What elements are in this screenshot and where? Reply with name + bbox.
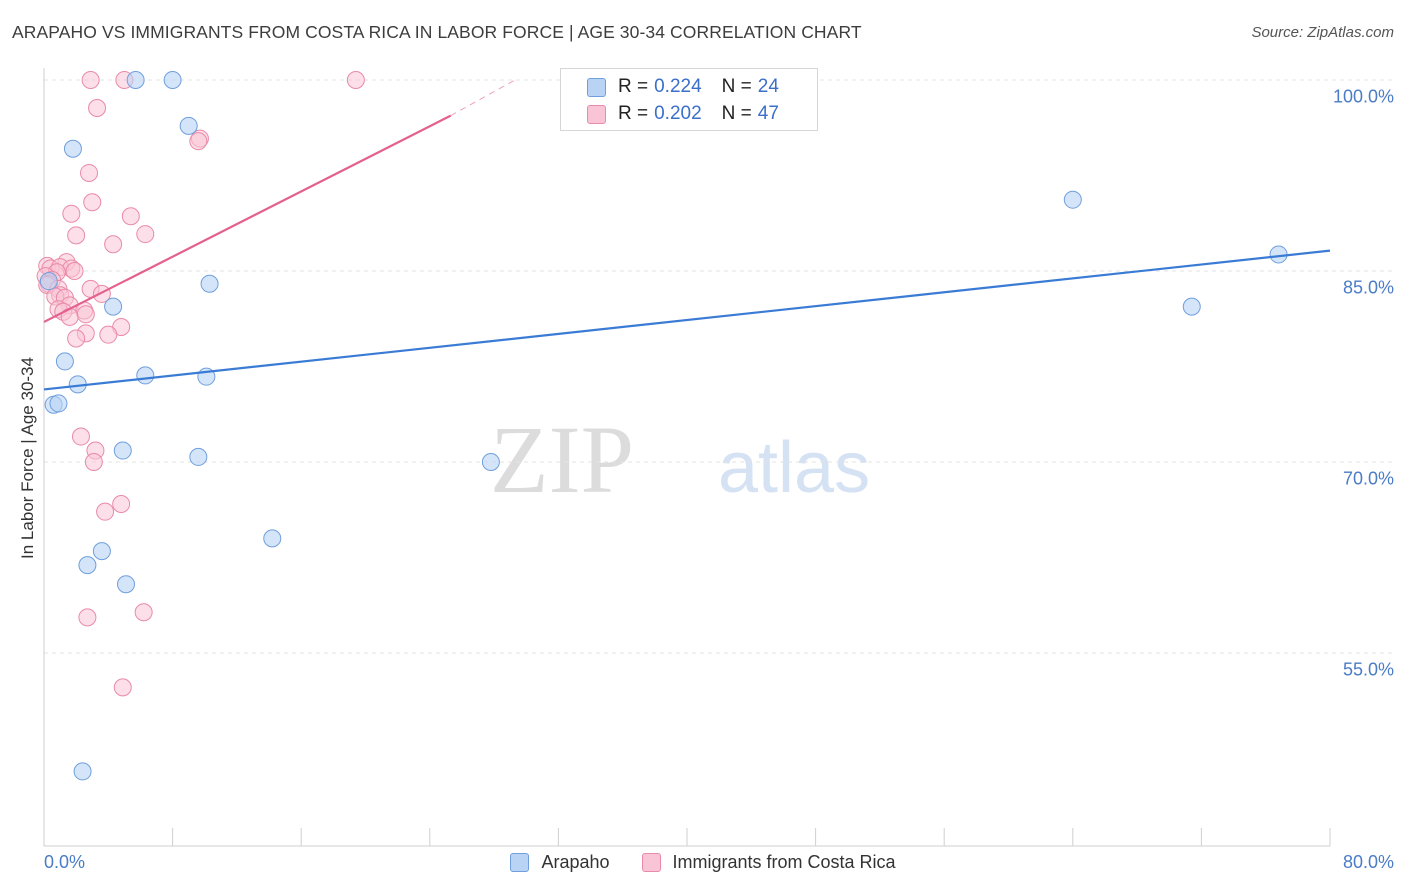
legend-n-value: 47 (757, 103, 779, 124)
data-point-costa-rica (67, 329, 86, 348)
data-point-arapaho (113, 441, 132, 460)
y-tick-label: 55.0% (1342, 659, 1394, 680)
trend-line-costa-rica (43, 114, 452, 323)
data-point-costa-rica (104, 235, 123, 254)
legend-label-arapaho: Arapaho (541, 852, 610, 872)
legend-n-value: 24 (757, 76, 779, 97)
data-point-costa-rica (121, 207, 140, 226)
data-point-costa-rica (65, 262, 84, 280)
data-point-arapaho (136, 366, 155, 385)
legend-swatch-arapaho (587, 77, 606, 97)
data-point-arapaho (92, 542, 111, 561)
data-point-arapaho (49, 394, 68, 413)
data-point-costa-rica (88, 99, 107, 118)
data-point-costa-rica (134, 603, 153, 622)
legend-row-arapaho: R = 0.224 N = 24 (587, 75, 779, 99)
data-point-arapaho (179, 116, 198, 135)
grid-lines (44, 79, 1392, 654)
watermark-atlas: atlas (718, 428, 870, 508)
chart-title: ARAPAHO VS IMMIGRANTS FROM COSTA RICA IN… (12, 22, 862, 42)
legend-label-costa-rica: Immigrants from Costa Rica (672, 852, 896, 872)
data-point-costa-rica (99, 325, 118, 344)
x-tick-label-max: 80.0% (1342, 852, 1394, 872)
data-point-costa-rica (189, 132, 208, 151)
data-point-costa-rica (78, 608, 97, 627)
data-point-costa-rica (67, 226, 86, 245)
data-point-arapaho (189, 447, 208, 466)
legend-r-label: R = (618, 76, 649, 97)
data-point-costa-rica (62, 204, 81, 223)
data-point-costa-rica (84, 453, 103, 471)
data-point-arapaho (200, 274, 219, 293)
series-arapaho-points (39, 71, 1288, 781)
data-point-costa-rica (76, 305, 95, 324)
watermark-zip: ZIP (490, 406, 634, 513)
legend-item-arapaho[interactable]: Arapaho (510, 852, 610, 873)
watermark: ZIP atlas (490, 406, 870, 513)
data-point-costa-rica (136, 225, 155, 244)
legend-r-value: 0.224 (654, 76, 702, 97)
y-tick-label: 70.0% (1342, 468, 1394, 489)
data-point-arapaho (55, 352, 74, 371)
legend-r-label: R = (618, 103, 649, 124)
legend-row-costa-rica: R = 0.202 N = 47 (587, 102, 779, 126)
legend-swatch-costa-rica (641, 853, 661, 872)
y-tick-label: 85.0% (1342, 277, 1394, 298)
legend-n-label: N = (721, 76, 752, 97)
source-label: Source: ZipAtlas.com (1251, 24, 1394, 41)
data-point-arapaho (481, 453, 500, 471)
data-point-costa-rica (112, 495, 131, 514)
legend-n-label: N = (721, 103, 752, 124)
data-point-arapaho (1182, 297, 1201, 316)
data-point-costa-rica (81, 71, 100, 89)
trend-line-arapaho (43, 249, 1331, 391)
data-point-arapaho (63, 139, 82, 158)
data-point-arapaho (73, 762, 92, 781)
legend-swatch-arapaho (510, 853, 530, 872)
data-point-arapaho (126, 71, 145, 89)
data-point-arapaho (78, 556, 97, 575)
data-point-costa-rica (346, 71, 365, 89)
data-point-arapaho (116, 575, 135, 594)
data-point-arapaho (1063, 190, 1082, 209)
axes (43, 68, 1331, 847)
data-point-arapaho (163, 71, 182, 89)
legend-r-value: 0.202 (654, 103, 702, 124)
trend-line-costa-rica-extension (450, 79, 516, 117)
x-tick-label-min: 0.0% (44, 852, 86, 872)
data-point-costa-rica (96, 502, 115, 521)
y-tick-label: 100.0% (1332, 86, 1394, 107)
data-point-arapaho (39, 272, 58, 291)
data-point-costa-rica (71, 427, 90, 446)
series-legend: Arapaho Immigrants from Costa Rica (0, 852, 1406, 873)
data-point-costa-rica (113, 678, 132, 697)
legend-swatch-costa-rica (587, 104, 606, 124)
trend-lines (43, 79, 1331, 391)
data-point-costa-rica (80, 163, 99, 182)
data-point-costa-rica (83, 193, 102, 212)
data-point-arapaho (104, 297, 123, 316)
legend-item-costa-rica[interactable]: Immigrants from Costa Rica (641, 852, 896, 873)
data-point-arapaho (263, 529, 282, 548)
stats-legend: R = 0.224 N = 24 R = 0.202 N = 47 (560, 68, 818, 131)
